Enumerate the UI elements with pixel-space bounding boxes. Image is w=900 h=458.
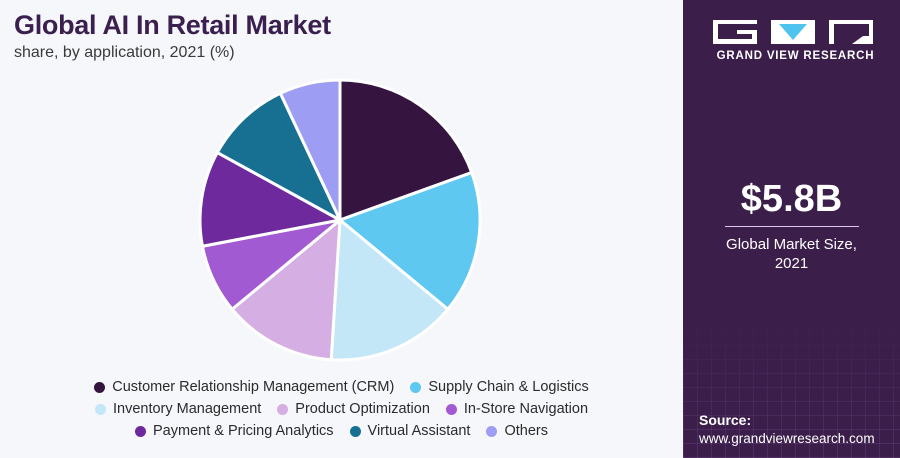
legend-label: Payment & Pricing Analytics: [153, 423, 334, 439]
pie-slice-7: [215, 91, 342, 222]
legend-label: Customer Relationship Management (CRM): [112, 379, 395, 395]
brand-logo-text: GRAND VIEW RESEARCH: [716, 50, 875, 62]
market-size-label: Global Market Size, 2021: [683, 235, 900, 273]
source-url[interactable]: www.grandviewresearch.com: [699, 431, 875, 446]
decorative-grid: [683, 308, 900, 458]
legend-swatch: [94, 403, 106, 415]
legend-item: Product Optimization: [277, 401, 430, 417]
legend-label: In-Store Navigation: [463, 401, 589, 417]
legend-swatch: [445, 403, 457, 415]
market-size-value: $5.8B: [740, 178, 843, 220]
market-size-label-line2: 2021: [774, 255, 809, 272]
legend-swatch: [410, 381, 422, 393]
legend-swatch: [486, 425, 498, 437]
legend-swatch: [135, 425, 147, 437]
brand-logo: GRAND VIEW RESEARCH: [713, 14, 874, 64]
legend-row: Payment & Pricing Analytics Virtual Assis…: [0, 420, 683, 442]
pie-slice-1: [338, 78, 474, 222]
legend-label: Inventory Management: [112, 401, 262, 417]
pie-slice-8: [278, 78, 342, 222]
legend-label: Product Optimization: [295, 401, 430, 417]
legend-label: Supply Chain & Logistics: [428, 379, 589, 395]
market-size-label-line1: Global Market Size,: [726, 236, 857, 253]
legend-item: Virtual Assistant: [349, 423, 471, 439]
source-label: Source:: [699, 412, 752, 428]
chart-panel: Global AI In Retail Market share, by app…: [0, 10, 683, 442]
chart-legend: Customer Relationship Management (CRM) Su…: [0, 376, 683, 442]
legend-item: Supply Chain & Logistics: [410, 379, 589, 395]
legend-item: Inventory Management: [94, 401, 262, 417]
pie-slice-2: [338, 171, 482, 311]
pie-slice-3: [329, 218, 450, 362]
brand-logo-icon: [713, 20, 873, 44]
legend-row: Customer Relationship Management (CRM) Su…: [0, 376, 683, 398]
legend-item: Payment & Pricing Analytics: [135, 423, 334, 439]
legend-label: Virtual Assistant: [367, 423, 471, 439]
info-sidebar: GRAND VIEW RESEARCH $5.8B Global Market …: [683, 0, 900, 458]
legend-swatch: [277, 403, 289, 415]
legend-item: In-Store Navigation: [445, 401, 589, 417]
pie-chart: [198, 78, 482, 362]
legend-label: Others: [504, 423, 548, 439]
legend-item: Customer Relationship Management (CRM): [94, 379, 394, 395]
chart-title: Global AI In Retail Market: [14, 10, 331, 40]
legend-row: Inventory Management Product Optimization…: [0, 398, 683, 420]
legend-item: Others: [486, 423, 548, 439]
chart-subtitle: share, by application, 2021 (%): [14, 44, 235, 61]
pie-slice-4: [230, 218, 342, 362]
legend-swatch: [94, 381, 106, 393]
pie-slice-6: [198, 151, 342, 248]
divider: [725, 226, 859, 227]
legend-swatch: [349, 425, 361, 437]
